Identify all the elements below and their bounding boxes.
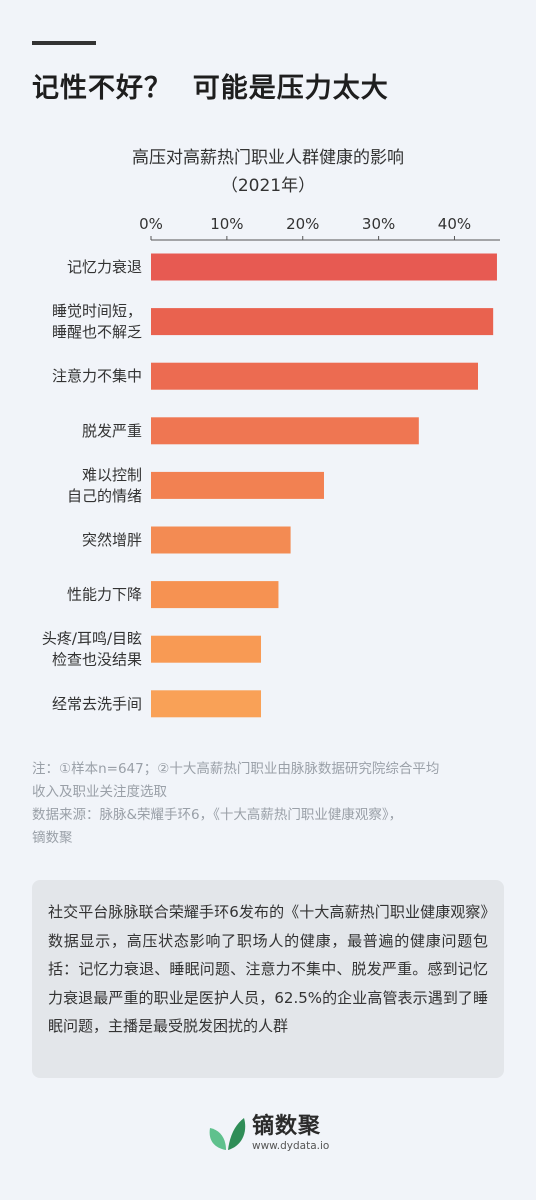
brand-name: 镝数聚 [252, 1114, 322, 1139]
footnote-line: 注：①样本n=647；②十大高薪热门职业由脉脉数据研究院综合平均 [32, 761, 440, 777]
category-label: 记忆力衰退 [67, 258, 142, 276]
x-tick-label: 30% [362, 215, 395, 233]
chart-title: 高压对高薪热门职业人群健康的影响 [132, 148, 404, 168]
x-tick-label: 20% [286, 215, 319, 233]
bar [151, 308, 494, 336]
category-label: 头疼/耳鸣/目眩 [42, 630, 142, 648]
bar [151, 635, 262, 663]
summary-box: 社交平台脉脉联合荣耀手环6发布的《十大高薪热门职业健康观察》数据显示，高压状态影… [32, 880, 504, 1078]
footnote-line: 收入及职业关注度选取 [32, 784, 167, 800]
category-label: 睡觉时间短， [52, 302, 142, 320]
bar [151, 471, 324, 499]
footnote: 注：①样本n=647；②十大高薪热门职业由脉脉数据研究院综合平均 收入及职业关注… [32, 758, 512, 850]
bar [151, 417, 419, 445]
bar [151, 253, 497, 281]
x-tick-label: 40% [438, 215, 471, 233]
bar [151, 581, 279, 609]
category-label: 自己的情绪 [67, 487, 142, 505]
brand-url: www.dydata.io [252, 1140, 330, 1152]
bar [151, 362, 478, 390]
category-label: 睡醒也不解乏 [52, 323, 142, 341]
bar [151, 526, 291, 554]
summary-text: 社交平台脉脉联合荣耀手环6发布的《十大高薪热门职业健康观察》数据显示，高压状态影… [48, 903, 488, 1035]
leaf-logo-icon [209, 1118, 246, 1150]
x-tick-label: 10% [210, 215, 243, 233]
bar [151, 690, 262, 718]
x-tick-label: 0% [139, 215, 163, 233]
category-label: 性能力下降 [67, 586, 142, 604]
header-accent-bar [32, 41, 96, 45]
brand-logo: 镝数聚 www.dydata.io [208, 1115, 329, 1153]
category-label: 脱发严重 [82, 422, 142, 440]
category-label: 注意力不集中 [52, 367, 142, 385]
page-headline: 记性不好？ 可能是压力太大 [32, 73, 389, 104]
source-line: 镝数聚 [32, 830, 73, 846]
category-label: 难以控制 [82, 466, 142, 484]
category-label: 检查也没结果 [52, 651, 142, 669]
source-line: 数据来源：脉脉&荣耀手环6，《十大高薪热门职业健康观察》， [32, 807, 403, 823]
category-label: 经常去洗手间 [52, 695, 142, 713]
category-label: 突然增胖 [82, 531, 142, 549]
chart-subtitle: （2021年） [220, 176, 316, 196]
